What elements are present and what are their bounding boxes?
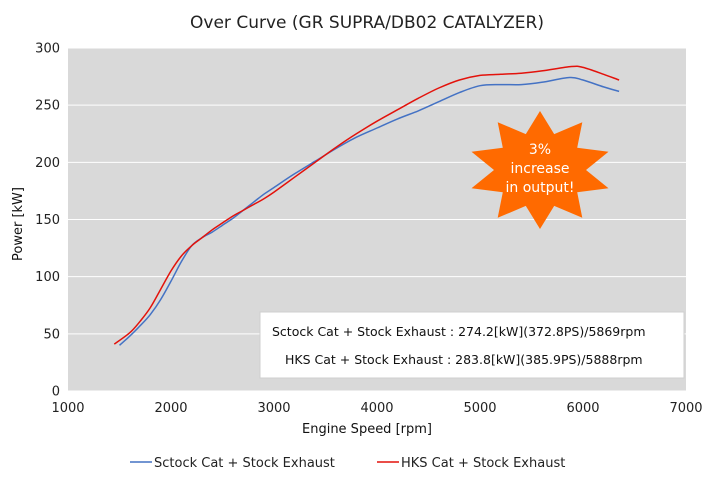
y-tick-label: 100 <box>35 270 60 285</box>
badge-line-1: 3% <box>529 142 551 158</box>
x-tick-label: 4000 <box>360 401 393 416</box>
y-tick-label: 250 <box>35 99 60 114</box>
summary-box: Sctock Cat + Stock Exhaust : 274.2[kW](3… <box>259 311 685 379</box>
y-axis-title: Power [kW] <box>11 187 26 261</box>
y-tick-label: 50 <box>43 327 60 342</box>
badge-line-2: increase <box>510 161 569 177</box>
x-tick-label: 5000 <box>463 401 496 416</box>
legend-label-stock: Sctock Cat + Stock Exhaust <box>154 456 335 471</box>
x-tick-label: 6000 <box>566 401 599 416</box>
legend: Sctock Cat + Stock Exhaust HKS Cat + Sto… <box>130 456 565 471</box>
y-axis-ticks: 0 50 100 150 200 250 300 <box>35 42 60 400</box>
badge-starburst <box>471 111 609 229</box>
x-tick-label: 2000 <box>154 401 187 416</box>
x-tick-label: 3000 <box>257 401 290 416</box>
y-tick-label: 0 <box>52 385 60 400</box>
y-tick-label: 300 <box>35 42 60 57</box>
x-tick-label: 1000 <box>51 401 84 416</box>
y-tick-label: 150 <box>35 213 60 228</box>
series-line-hks <box>113 65 620 345</box>
x-axis-ticks: 1000 2000 3000 4000 5000 6000 7000 <box>51 401 702 416</box>
x-tick-label: 7000 <box>669 401 702 416</box>
summary-box-background <box>259 311 685 379</box>
x-axis-title: Engine Speed [rpm] <box>302 422 432 437</box>
increase-badge: 3% increase in output! <box>471 111 609 229</box>
summary-line-hks: HKS Cat + Stock Exhaust : 283.8[kW](385.… <box>285 352 643 367</box>
badge-line-3: in output! <box>505 180 574 196</box>
summary-line-stock: Sctock Cat + Stock Exhaust : 274.2[kW](3… <box>272 324 646 339</box>
legend-label-hks: HKS Cat + Stock Exhaust <box>401 456 565 471</box>
series-layer <box>113 65 620 346</box>
chart-title: Over Curve (GR SUPRA/DB02 CATALYZER) <box>190 13 544 33</box>
y-tick-label: 200 <box>35 156 60 171</box>
series-line-stock <box>118 76 620 346</box>
